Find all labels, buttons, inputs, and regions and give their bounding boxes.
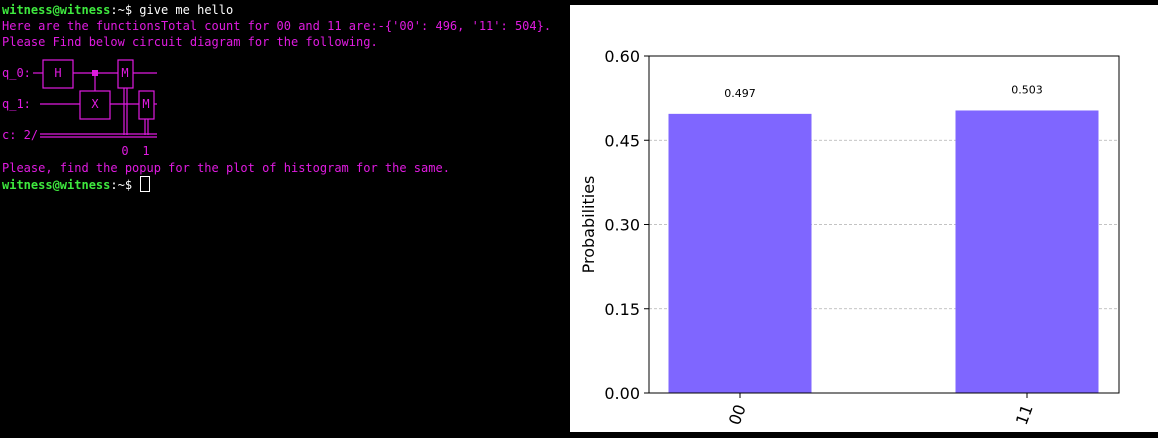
text-cursor[interactable] [140, 176, 151, 192]
plot-frame [648, 55, 1120, 394]
data-label-00: 0.497 [724, 87, 756, 100]
histogram-plot-window: 0.00 0.15 0.30 0.45 0.60 0.497 00 0.503 11 Probab… [570, 5, 1158, 432]
y-tick-label: 0.30 [604, 216, 640, 235]
histogram-chart: 0.00 0.15 0.30 0.45 0.60 0.497 00 0.503 11 Probab… [579, 47, 1120, 428]
prompt-user-2: witness@witness [2, 178, 111, 192]
bar-11 [955, 110, 1099, 394]
x-tick-label-11: 11 [1012, 402, 1037, 428]
y-tick-label: 0.60 [604, 47, 640, 66]
measure-q0-box [117, 59, 134, 89]
q0-label: q_0: [2, 66, 31, 80]
circuit-diagram: q_0: q_1: c: 2/ [2, 59, 157, 158]
prompt-separator: :~$ [110, 3, 133, 17]
bar-00 [668, 113, 812, 393]
x-tick-label-00: 00 [725, 402, 750, 428]
h-gate-label: H [54, 66, 61, 80]
y-tick-label: 0.45 [604, 131, 640, 150]
y-axis-title: Probabilities [579, 176, 598, 274]
command-text: give me hello [139, 3, 234, 17]
c-label: c: 2/ [2, 128, 38, 142]
prompt-line-1: witness@witness:~$ give me hello [2, 2, 233, 18]
m-gate-q1-label: M [142, 97, 149, 111]
data-label-11: 0.503 [1011, 83, 1043, 96]
m-gate-q0-label: M [121, 66, 128, 80]
output-line-popup-note: Please, find the popup for the plot of h… [2, 161, 450, 175]
output-line-circuit-intro: Please Find below circuit diagram for th… [2, 35, 378, 49]
measure-index-0: 0 [121, 144, 128, 158]
prompt-line-2: witness@witness:~$ [2, 176, 151, 192]
control-dot [92, 70, 98, 76]
prompt-separator-2: :~$ [110, 178, 133, 192]
terminal-window[interactable]: witness@witness:~$ give me hello Here ar… [0, 0, 570, 438]
y-tick-label: 0.00 [604, 384, 640, 403]
measure-q1-box [138, 90, 155, 120]
q1-label: q_1: [2, 97, 31, 111]
y-tick-label: 0.15 [604, 300, 640, 319]
measure-index-1: 1 [142, 144, 149, 158]
prompt-user: witness@witness [2, 3, 111, 17]
x-gate-label: X [91, 97, 99, 111]
h-gate-box [42, 59, 74, 89]
output-line-counts: Here are the functionsTotal count for 00… [2, 19, 552, 33]
